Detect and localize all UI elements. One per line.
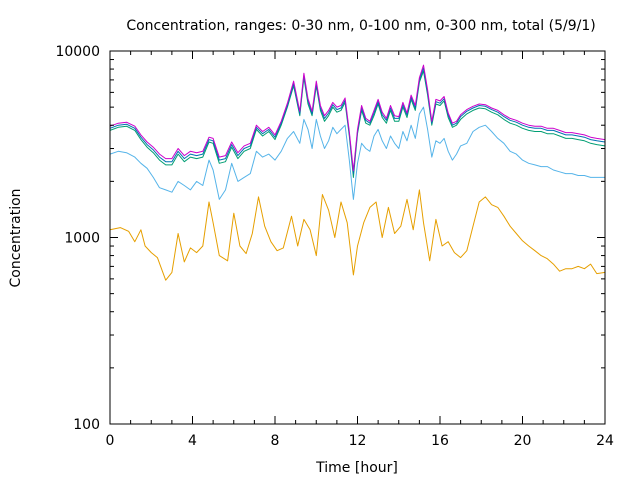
- y-tick-label: 1000: [64, 231, 100, 247]
- ticks-layer: 0 4 8 12 16 20 24 100 1000 10000: [55, 44, 614, 449]
- y-tick-label: 10000: [55, 44, 100, 60]
- chart-title: Concentration, ranges: 0-30 nm, 0-100 nm…: [126, 18, 595, 34]
- x-axis-label: Time [hour]: [315, 460, 398, 476]
- x-tick-label: 12: [349, 433, 367, 449]
- x-tick-label: 4: [188, 433, 197, 449]
- series-line-2: [109, 106, 605, 200]
- series-line-3: [109, 70, 606, 178]
- x-tick-label: 24: [596, 433, 614, 449]
- series-line-5: [109, 64, 606, 172]
- x-tick-label: 16: [431, 433, 449, 449]
- y-tick-label: 100: [73, 417, 100, 433]
- x-tick-label: 20: [514, 433, 532, 449]
- x-tick-label: 8: [271, 433, 280, 449]
- series-line-4: [109, 67, 606, 175]
- x-tick-label: 0: [106, 433, 115, 449]
- series-line-1: [109, 189, 606, 281]
- plot-frame: [109, 50, 606, 425]
- series-layer: [109, 64, 606, 281]
- y-axis-label: Concentration: [8, 188, 24, 287]
